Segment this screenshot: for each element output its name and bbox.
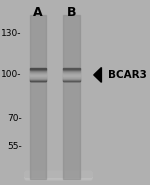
Bar xyxy=(30,80,46,81)
Bar xyxy=(25,171,91,176)
Text: B: B xyxy=(67,6,76,19)
Bar xyxy=(25,173,91,178)
Bar xyxy=(25,175,91,179)
Bar xyxy=(25,174,91,178)
Polygon shape xyxy=(94,68,101,82)
Bar xyxy=(25,174,91,179)
Bar xyxy=(25,173,91,177)
Bar xyxy=(30,68,46,69)
Bar xyxy=(30,74,46,75)
Bar xyxy=(25,175,91,179)
Bar xyxy=(25,172,91,176)
Bar xyxy=(30,71,46,72)
Bar xyxy=(25,171,91,176)
Bar xyxy=(30,69,46,70)
Bar xyxy=(25,171,91,176)
Text: A: A xyxy=(33,6,43,19)
Bar xyxy=(25,173,91,178)
Bar xyxy=(25,171,91,175)
Bar xyxy=(25,172,91,177)
Bar xyxy=(25,172,91,176)
Bar xyxy=(63,80,80,81)
Bar xyxy=(25,174,91,179)
Text: BCAR3: BCAR3 xyxy=(108,70,147,80)
Bar xyxy=(25,174,91,179)
Bar xyxy=(25,174,91,178)
Bar xyxy=(30,76,46,77)
Bar xyxy=(25,173,91,178)
Bar xyxy=(30,78,46,79)
Bar xyxy=(63,71,80,72)
Bar xyxy=(25,173,91,177)
Bar xyxy=(25,175,91,179)
Bar xyxy=(25,173,91,177)
Text: 130-: 130- xyxy=(1,29,22,38)
Bar xyxy=(25,171,91,176)
Bar xyxy=(25,174,91,178)
Bar xyxy=(30,72,46,73)
Bar xyxy=(63,76,80,77)
Bar xyxy=(63,74,80,75)
Bar xyxy=(25,171,91,176)
Bar xyxy=(63,15,80,179)
Bar xyxy=(63,72,80,73)
Bar xyxy=(30,70,46,71)
Bar xyxy=(25,172,91,176)
Bar xyxy=(25,175,91,179)
Bar xyxy=(63,69,80,70)
Bar xyxy=(30,15,46,179)
Text: 100-: 100- xyxy=(1,70,22,79)
Bar xyxy=(63,68,80,69)
Bar xyxy=(30,77,46,78)
Bar xyxy=(25,173,91,177)
Bar xyxy=(25,175,91,179)
Bar xyxy=(25,173,91,178)
Bar xyxy=(63,73,80,74)
Bar xyxy=(25,171,91,176)
Bar xyxy=(25,174,91,179)
Bar xyxy=(63,77,80,78)
Bar xyxy=(25,172,91,176)
Bar xyxy=(30,79,46,80)
Bar xyxy=(63,70,80,71)
Bar xyxy=(25,172,91,177)
Text: 55-: 55- xyxy=(7,142,22,151)
Text: 70-: 70- xyxy=(7,114,22,123)
Bar xyxy=(63,79,80,80)
Bar xyxy=(25,174,91,179)
Bar xyxy=(63,78,80,79)
Bar xyxy=(25,174,91,178)
Bar xyxy=(30,73,46,74)
Bar xyxy=(25,173,91,177)
Bar xyxy=(25,172,91,177)
Bar xyxy=(25,172,91,176)
Bar xyxy=(25,174,91,178)
Bar xyxy=(25,172,91,177)
